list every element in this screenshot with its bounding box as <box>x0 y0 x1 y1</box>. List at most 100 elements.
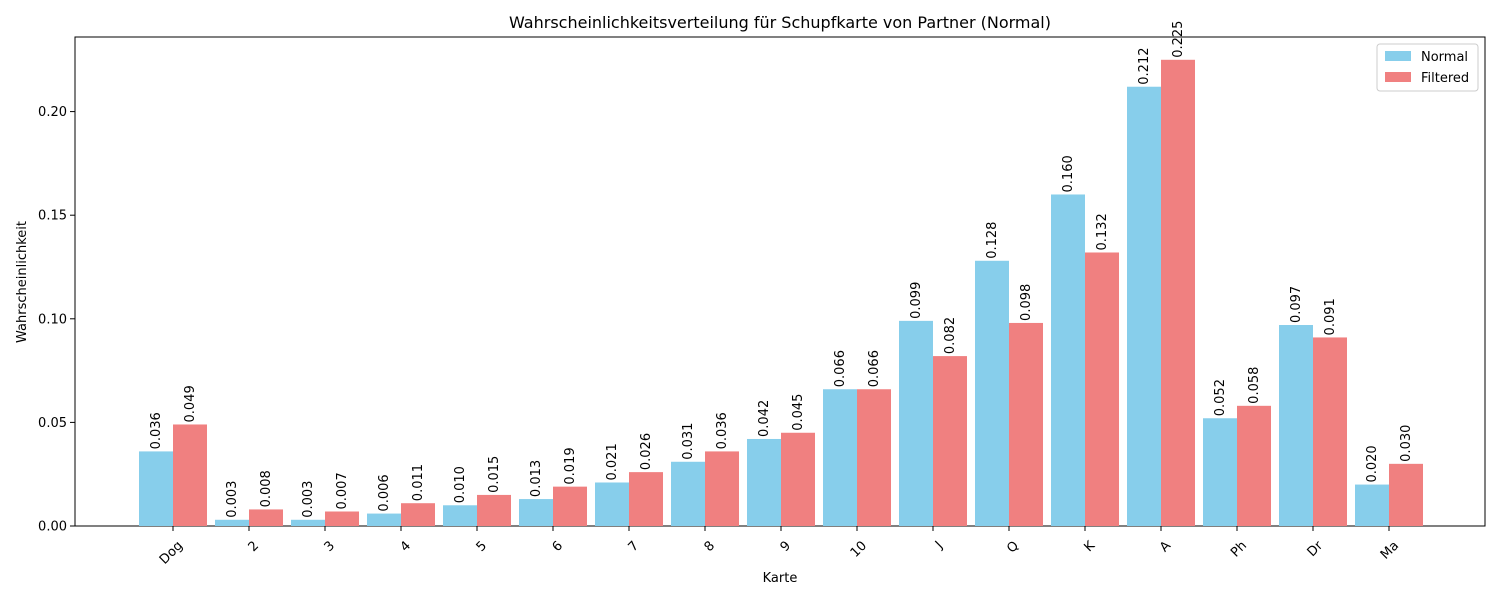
x-tick-label: 10 <box>848 538 870 560</box>
legend: Normal Filtered <box>1376 43 1479 92</box>
bar-filtered-2 <box>249 509 283 526</box>
legend-swatch-filtered <box>1385 72 1411 82</box>
bar-normal-9 <box>747 438 781 526</box>
bar-filtered-4 <box>401 503 435 526</box>
y-tick-label: 0.00 <box>38 520 67 535</box>
bar-filtered-a <box>1161 59 1195 527</box>
bar-normal-10 <box>823 389 857 526</box>
bar-filtered-7 <box>629 472 663 526</box>
bar-value-label: 0.036 <box>149 412 164 449</box>
bar-filtered-dog <box>173 424 207 526</box>
bar-normal-dr <box>1279 325 1313 526</box>
bar-value-label: 0.015 <box>487 456 502 493</box>
bar-filtered-j <box>933 356 967 526</box>
bar-normal-2 <box>215 519 249 526</box>
bar-value-label: 0.021 <box>605 443 620 480</box>
x-tick-label: K <box>1081 538 1098 555</box>
x-tick-label: J <box>932 538 946 552</box>
x-tick-label: Ma <box>1378 538 1402 562</box>
bar-normal-ma <box>1355 484 1389 526</box>
bar-normal-3 <box>291 519 325 526</box>
bar-value-label: 0.013 <box>529 460 544 497</box>
x-tick-label: 7 <box>626 538 642 554</box>
bars-group <box>139 59 1423 527</box>
y-axis-label: Wahrscheinlichkeit <box>15 221 30 343</box>
bar-labels-group: 0.036 0.003 0.003 0.006 0.010 0.013 0.021 0.031… <box>149 21 1414 518</box>
chart-title: Wahrscheinlichkeitsverteilung für Schupf… <box>509 13 1051 32</box>
bar-normal-4 <box>367 513 401 526</box>
bar-normal-q <box>975 260 1009 526</box>
bar-normal-k <box>1051 194 1085 526</box>
y-tick-label: 0.15 <box>38 209 67 224</box>
bar-value-label: 0.010 <box>453 466 468 503</box>
x-tick-label: 8 <box>702 538 718 554</box>
bar-normal-7 <box>595 482 629 526</box>
bar-value-label: 0.042 <box>757 400 772 437</box>
bar-filtered-5 <box>477 494 511 526</box>
bar-filtered-k <box>1085 252 1119 527</box>
y-tick-label: 0.05 <box>38 416 67 431</box>
bar-value-label: 0.026 <box>639 433 654 470</box>
x-tick-label: 6 <box>550 538 566 554</box>
y-tick-label: 0.10 <box>38 312 67 327</box>
y-tick-label: 0.20 <box>38 105 67 120</box>
bar-value-label: 0.099 <box>909 282 924 319</box>
bar-value-label: 0.058 <box>1247 367 1262 404</box>
bar-value-label: 0.020 <box>1365 445 1380 482</box>
bar-value-label: 0.132 <box>1095 213 1110 250</box>
legend-label-normal: Normal <box>1421 50 1468 65</box>
bar-filtered-q <box>1009 322 1043 526</box>
bar-value-label: 0.008 <box>259 470 274 507</box>
bar-normal-6 <box>519 499 553 526</box>
bar-normal-a <box>1127 86 1161 526</box>
bar-filtered-ph <box>1237 405 1271 526</box>
x-tick-label: 9 <box>778 538 794 554</box>
bar-value-label: 0.066 <box>833 350 848 387</box>
bar-value-label: 0.019 <box>563 447 578 484</box>
bar-value-label: 0.052 <box>1213 379 1228 416</box>
bar-value-label: 0.030 <box>1399 425 1414 462</box>
bar-value-label: 0.045 <box>791 394 806 431</box>
bar-value-label: 0.091 <box>1323 298 1338 335</box>
bar-filtered-8 <box>705 451 739 526</box>
bar-value-label: 0.160 <box>1061 155 1076 192</box>
bar-value-label: 0.212 <box>1137 48 1152 85</box>
bar-normal-8 <box>671 461 705 526</box>
bar-value-label: 0.225 <box>1171 21 1186 58</box>
x-tick-label: 4 <box>398 538 414 554</box>
bar-filtered-9 <box>781 432 815 526</box>
x-axis-label: Karte <box>763 571 798 586</box>
bar-value-label: 0.011 <box>411 464 426 501</box>
bar-filtered-10 <box>857 389 891 526</box>
legend-label-filtered: Filtered <box>1421 71 1469 86</box>
bar-value-label: 0.003 <box>301 481 316 518</box>
bar-value-label: 0.006 <box>377 474 392 511</box>
x-tick-label: Dr <box>1305 538 1327 560</box>
x-tick-label: Q <box>1004 538 1022 556</box>
bar-value-label: 0.007 <box>335 472 350 509</box>
x-tick-label: 5 <box>474 538 490 554</box>
x-tick-label: 3 <box>322 538 338 554</box>
bar-normal-ph <box>1203 418 1237 526</box>
x-tick-label: A <box>1157 538 1174 555</box>
bar-normal-dog <box>139 451 173 526</box>
bar-value-label: 0.031 <box>681 423 696 460</box>
bar-value-label: 0.098 <box>1019 284 1034 321</box>
bar-filtered-dr <box>1313 337 1347 526</box>
x-tick-label: 2 <box>246 538 262 554</box>
legend-swatch-normal <box>1385 51 1411 61</box>
bar-value-label: 0.003 <box>225 481 240 518</box>
bar-value-label: 0.066 <box>867 350 882 387</box>
bar-normal-j <box>899 320 933 526</box>
bar-filtered-3 <box>325 511 359 526</box>
y-axis: 0.00 0.05 0.10 0.15 0.20 <box>38 105 75 535</box>
x-tick-label: Dog <box>157 538 186 567</box>
bar-normal-5 <box>443 505 477 526</box>
x-tick-label: Ph <box>1228 538 1250 560</box>
bar-filtered-ma <box>1389 463 1423 526</box>
bar-value-label: 0.097 <box>1289 286 1304 323</box>
bar-filtered-6 <box>553 486 587 526</box>
bar-value-label: 0.082 <box>943 317 958 354</box>
bar-value-label: 0.036 <box>715 412 730 449</box>
